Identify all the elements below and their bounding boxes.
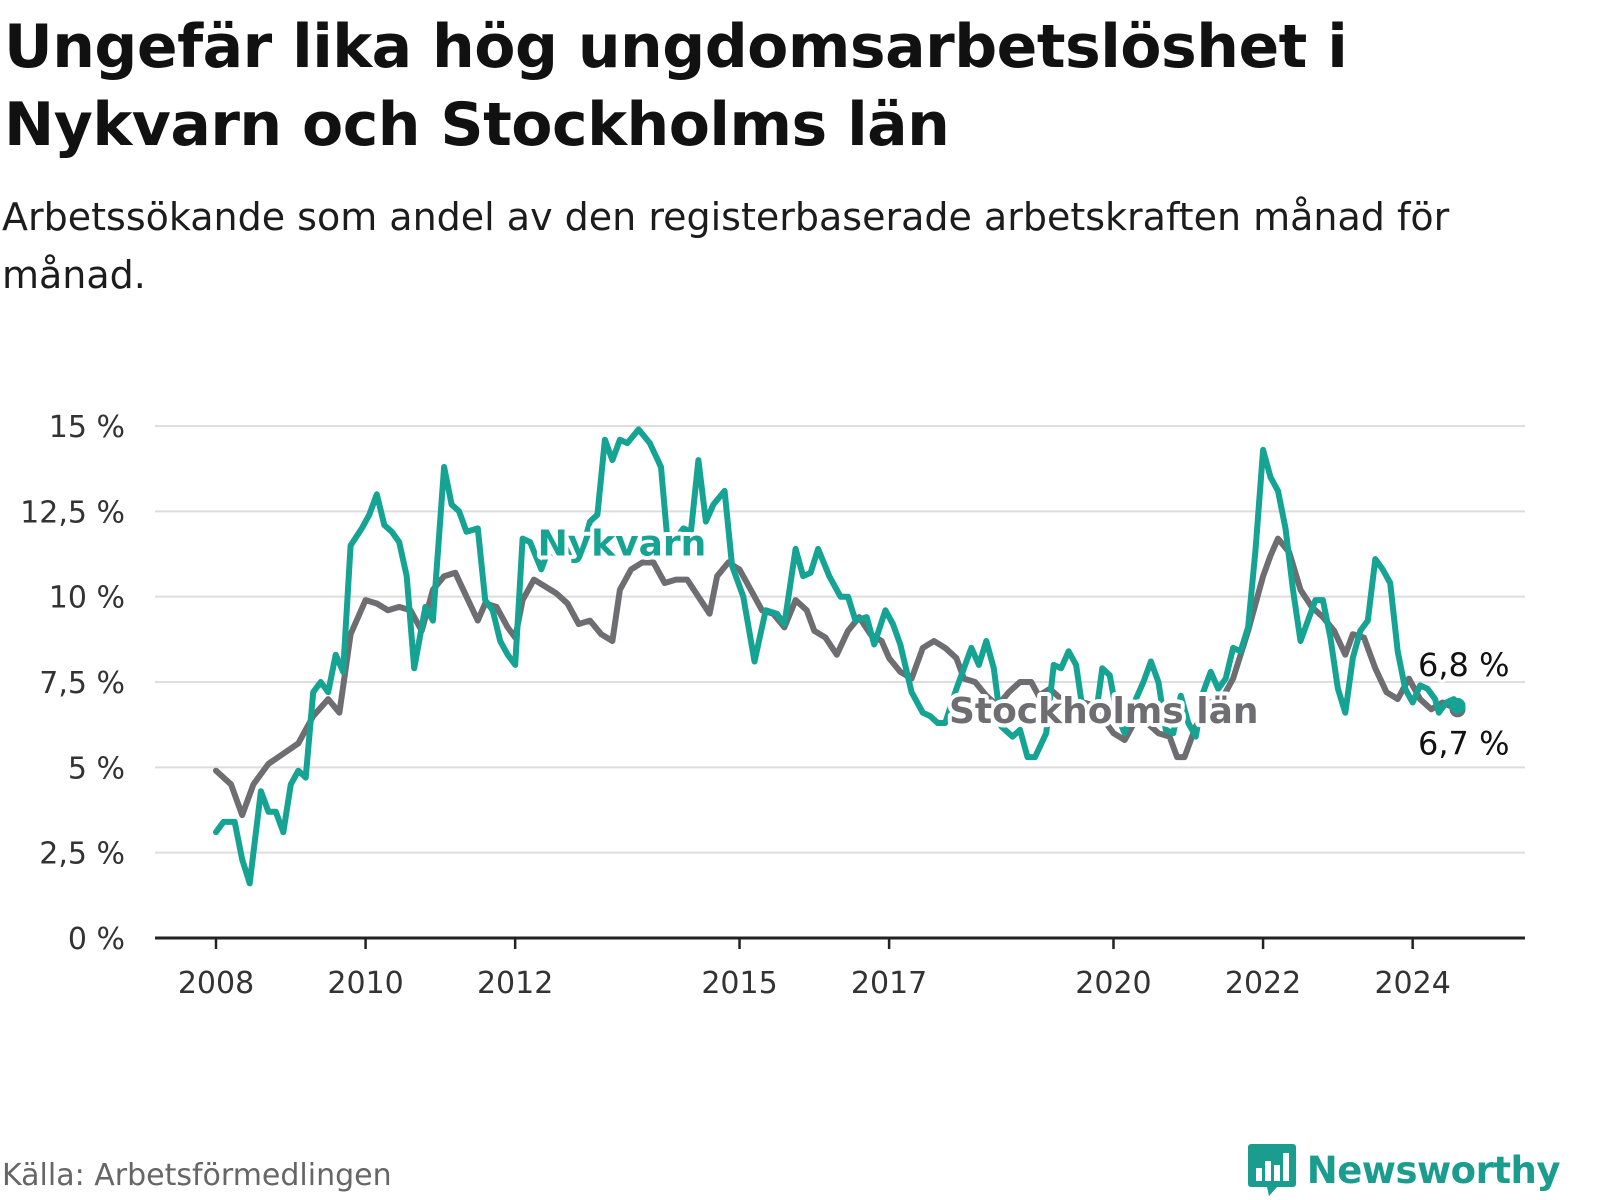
end-markers: 6,7 % 6,8 %: [1415, 643, 1512, 765]
chart-title: Ungefär lika hög ungdomsarbetslöshet i N…: [4, 12, 1348, 160]
y-tick-label: 15 %: [49, 410, 125, 445]
x-axis-ticks: 2008 2010 2012 2015 2017 2020 2022 2024: [178, 938, 1451, 1001]
brand-name: Newsworthy: [1306, 1148, 1561, 1192]
x-tick-label: 2015: [701, 966, 777, 1001]
bar-chart-speech-bubble-icon: [1247, 1144, 1296, 1196]
series-lines: [213, 426, 1461, 887]
x-tick-label: 2022: [1225, 966, 1301, 1001]
end-value-label-stockholms-lan: 6,7 %: [1418, 724, 1509, 762]
source-note: Källa: Arbetsförmedlingen: [2, 1158, 392, 1193]
y-tick-label: 7,5 %: [39, 666, 125, 701]
y-tick-label: 5 %: [68, 751, 125, 786]
series-line-nykvarn: [213, 426, 1461, 887]
x-tick-label: 2008: [178, 966, 254, 1001]
series-label-nykvarn: Nykvarn: [538, 524, 707, 565]
y-tick-label: 2,5 %: [39, 837, 125, 872]
end-marker-nykvarn: [1449, 697, 1466, 714]
series-labels: Stockholms län Nykvarn: [534, 520, 1263, 736]
x-tick-label: 2010: [327, 966, 403, 1001]
end-value-label-nykvarn: 6,8 %: [1418, 646, 1509, 684]
series-label-stockholms-lan: Stockholms län: [949, 691, 1259, 732]
y-tick-label: 0 %: [68, 922, 125, 957]
y-tick-label: 12,5 %: [20, 495, 125, 530]
y-axis-ticks: 0 % 2,5 % 5 % 7,5 % 10 % 12,5 % 15 %: [20, 410, 125, 957]
x-tick-label: 2024: [1374, 966, 1450, 1001]
x-tick-label: 2017: [851, 966, 927, 1001]
gridlines: [155, 425, 1525, 854]
brand-logo: Newsworthy: [1247, 1142, 1561, 1198]
x-tick-label: 2020: [1075, 966, 1151, 1001]
y-tick-label: 10 %: [49, 581, 125, 616]
chart-subtitle: Arbetssökande som andel av den registerb…: [2, 195, 1450, 297]
series-line-stockholms-lan: [213, 535, 1461, 819]
x-tick-label: 2012: [477, 966, 553, 1001]
